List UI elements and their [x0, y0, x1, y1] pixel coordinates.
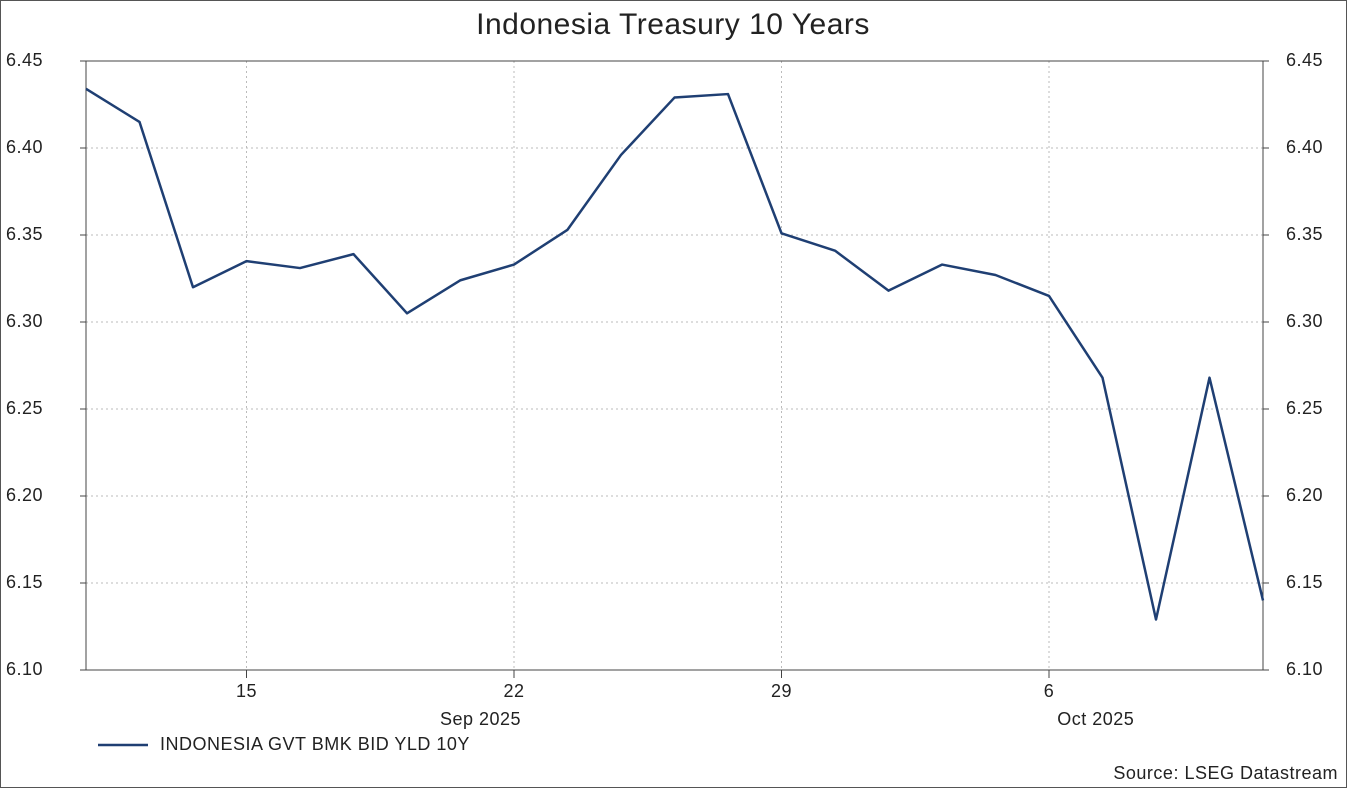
y2-tick-label: 6.15	[1286, 572, 1323, 592]
source-note: Source: LSEG Datastream	[1113, 763, 1338, 783]
x-tick-label: 15	[236, 681, 257, 701]
y2-tick-label: 6.35	[1286, 224, 1323, 244]
x-tick-label: 29	[771, 681, 792, 701]
y-tick-label: 6.20	[6, 485, 43, 505]
y2-tick-label: 6.45	[1286, 50, 1323, 70]
y2-tick-label: 6.30	[1286, 311, 1323, 331]
month-label: Oct 2025	[1057, 709, 1134, 729]
y2-tick-label: 6.10	[1286, 659, 1323, 679]
y2-tick-label: 6.25	[1286, 398, 1323, 418]
y-tick-label: 6.15	[6, 572, 43, 592]
y-tick-label: 6.30	[6, 311, 43, 331]
y-tick-label: 6.45	[6, 50, 43, 70]
y-tick-label: 6.35	[6, 224, 43, 244]
chart-title: Indonesia Treasury 10 Years	[476, 8, 870, 41]
x-tick-label: 6	[1044, 681, 1055, 701]
y-tick-label: 6.40	[6, 137, 43, 157]
y2-tick-label: 6.20	[1286, 485, 1323, 505]
y-tick-label: 6.10	[6, 659, 43, 679]
x-tick-label: 22	[503, 681, 524, 701]
y2-tick-label: 6.40	[1286, 137, 1323, 157]
legend-label: INDONESIA GVT BMK BID YLD 10Y	[160, 734, 470, 754]
month-label: Sep 2025	[440, 709, 521, 729]
plot-border	[85, 60, 1264, 671]
data-line	[85, 87, 1265, 621]
y-tick-label: 6.25	[6, 398, 43, 418]
